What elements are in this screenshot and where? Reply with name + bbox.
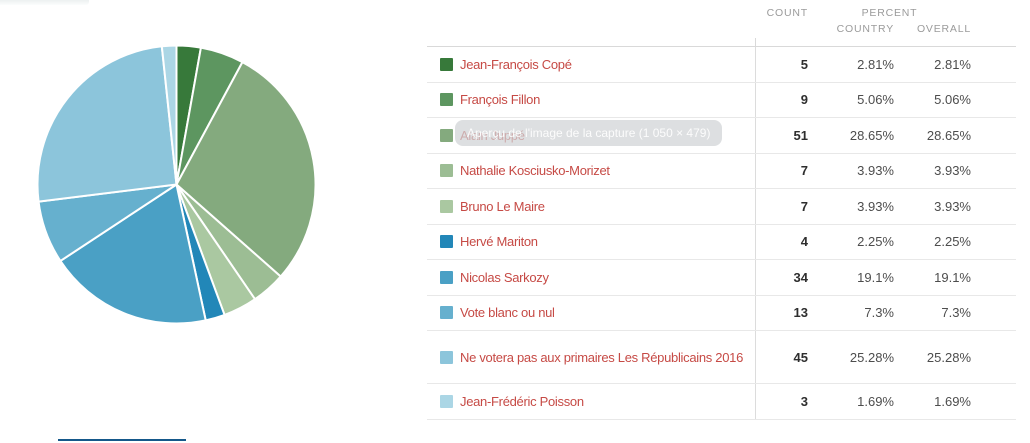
answer-cell: Jean-François Copé [427,47,755,82]
header-divider [755,38,756,46]
legend-swatch [440,235,453,249]
table-row: François Fillon 9 5.06% 5.06% [427,82,1016,118]
country-percent-cell: 3.93% [857,163,894,179]
count-cell: 5 [755,47,808,82]
count-cell: 13 [755,295,808,330]
country-percent-cell: 5.06% [857,92,894,108]
overall-percent-cell: 7.3% [941,305,971,321]
legend-swatch [440,270,453,284]
browser-tooltip: Aperçu de l'image de la capture (1 050 ×… [455,120,723,146]
overall-percent-cell: 1.69% [934,393,971,409]
pie-slice[interactable] [36,45,178,203]
table-row: Nicolas Sarkozy 34 19.1% 19.1% [427,260,1016,296]
answer-link[interactable]: Jean-François Copé [460,56,572,72]
country-percent-cell: 3.93% [857,198,894,214]
answer-cell: Ne votera pas aux primaires Les Républic… [427,331,755,383]
count-cell: 7 [755,153,808,188]
count-column-header: COUNT [766,7,808,19]
answer-link[interactable]: Nathalie Kosciusko-Morizet [460,163,610,179]
answer-cell: Nathalie Kosciusko-Morizet [427,154,755,189]
table-row: Ne votera pas aux primaires Les Républic… [427,331,1016,384]
answer-cell: Hervé Mariton [427,225,755,260]
cropped-button-bottom[interactable] [58,439,186,443]
country-column-header: COUNTRY [836,23,894,35]
overall-percent-cell: 2.81% [934,56,971,72]
pie-slice[interactable] [59,183,207,325]
country-percent-cell: 19.1% [857,269,894,285]
answer-cell: Bruno Le Maire [427,189,755,224]
pie-slice[interactable] [175,61,317,278]
legend-swatch [440,306,453,320]
legend-swatch [440,93,453,107]
answer-link[interactable]: Hervé Mariton [460,234,538,250]
count-cell: 9 [755,82,808,117]
answer-link[interactable]: Jean-Frédéric Poisson [460,393,584,409]
legend-swatch [440,394,453,408]
count-cell: 34 [755,260,808,295]
count-cell: 4 [755,224,808,259]
table-row: Vote blanc ou nul 13 7.3% 7.3% [427,295,1016,331]
legend-swatch [440,164,453,178]
count-cell: 7 [755,189,808,224]
answer-cell: Vote blanc ou nul [427,296,755,331]
legend-swatch [440,199,453,213]
overall-percent-cell: 19.1% [934,269,971,285]
count-cell: 3 [755,384,808,419]
percent-column-header: PERCENT [861,7,918,19]
table-row: Jean-François Copé 5 2.81% 2.81% [427,47,1016,83]
answer-link[interactable]: François Fillon [460,92,541,108]
table-row: Jean-Frédéric Poisson 3 1.69% 1.69% [427,384,1016,420]
legend-swatch [440,350,453,364]
count-cell: 51 [755,118,808,153]
overall-percent-cell: 3.93% [934,163,971,179]
overall-percent-cell: 2.25% [934,234,971,250]
country-percent-cell: 25.28% [849,349,894,365]
table-body: Jean-François Copé 5 2.81% 2.81% Françoi… [427,47,1016,420]
legend-swatch [440,57,453,71]
legend-swatch [440,128,453,142]
table-row: Nathalie Kosciusko-Morizet 7 3.93% 3.93% [427,153,1016,189]
answer-link[interactable]: Vote blanc ou nul [460,305,555,321]
answer-link[interactable]: Nicolas Sarkozy [460,269,549,285]
overall-percent-cell: 28.65% [926,127,971,143]
answer-cell: Jean-Frédéric Poisson [427,384,755,419]
pie-chart [36,44,317,325]
country-percent-cell: 1.69% [857,393,894,409]
answer-link[interactable]: Bruno Le Maire [460,198,545,214]
answer-cell: Nicolas Sarkozy [427,260,755,295]
country-percent-cell: 7.3% [864,305,894,321]
overall-column-header: OVERALL [916,23,971,35]
cropped-element-top [0,0,89,5]
country-percent-cell: 2.25% [857,234,894,250]
overall-percent-cell: 5.06% [934,92,971,108]
table-row: Bruno Le Maire 7 3.93% 3.93% [427,189,1016,225]
pie-slice[interactable] [160,44,178,186]
table-row: Hervé Mariton 4 2.25% 2.25% [427,224,1016,260]
answer-cell: François Fillon [427,83,755,118]
overall-percent-cell: 3.93% [934,198,971,214]
answer-link[interactable]: Ne votera pas aux primaires Les Républic… [460,349,744,365]
table-header: COUNT PERCENT COUNTRY OVERALL [427,0,1016,47]
country-percent-cell: 2.81% [857,56,894,72]
overall-percent-cell: 25.28% [926,349,971,365]
country-percent-cell: 28.65% [849,127,894,143]
count-cell: 45 [755,331,808,383]
results-table: COUNT PERCENT COUNTRY OVERALL Jean-Franç… [427,0,1016,420]
